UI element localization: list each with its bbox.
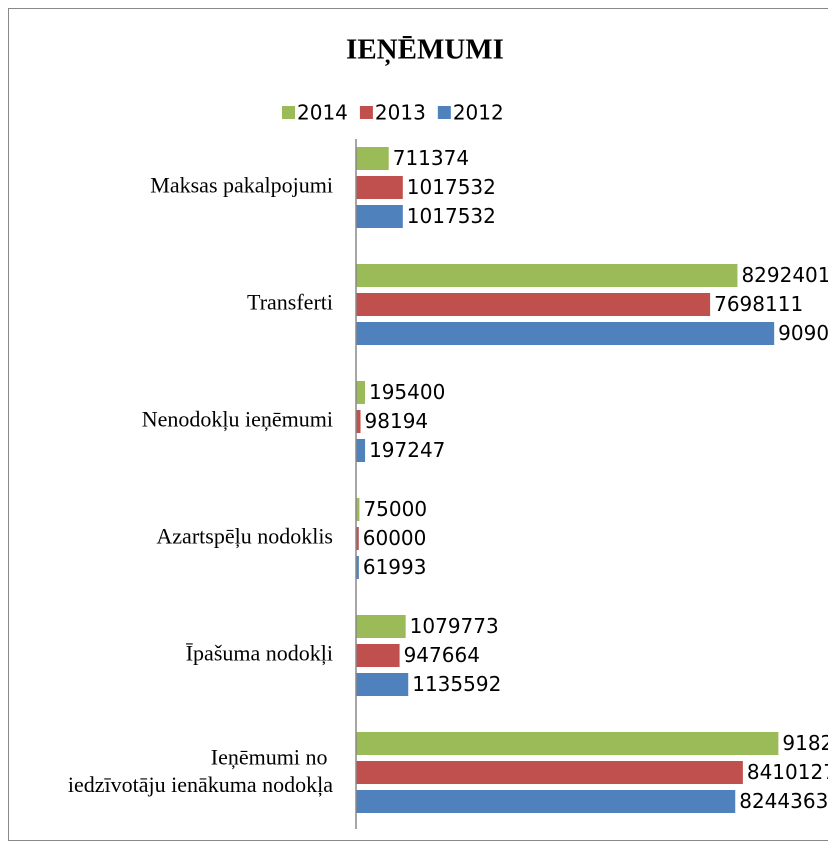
bar xyxy=(356,527,359,550)
bar xyxy=(356,264,738,287)
y-tick-label: Maksas pakalpojumi xyxy=(150,173,333,198)
bar xyxy=(356,322,775,345)
bar xyxy=(356,439,366,462)
bar xyxy=(356,615,406,638)
chart-frame xyxy=(8,8,828,841)
y-tick-label: Ieņēmumi no iedzīvotāju ienākuma nodokļa xyxy=(68,744,333,797)
bar xyxy=(356,556,359,579)
bar xyxy=(356,176,403,199)
value-label: 9182187 xyxy=(782,731,828,755)
bar xyxy=(356,205,403,228)
value-label: 60000 xyxy=(363,526,427,550)
value-label: 195400 xyxy=(369,380,445,404)
value-label: 197247 xyxy=(369,438,445,462)
bar xyxy=(356,761,743,784)
value-label: 7698111 xyxy=(714,292,803,316)
bar xyxy=(356,790,736,813)
chart-title: IEŅĒMUMI xyxy=(346,34,504,67)
value-label: 1135592 xyxy=(412,672,501,696)
bar xyxy=(356,673,409,696)
legend-label: 2012 xyxy=(453,101,504,125)
bar xyxy=(356,732,779,755)
value-label: 98194 xyxy=(365,409,429,433)
y-tick-label: Transferti xyxy=(247,290,333,315)
legend-swatch xyxy=(282,106,295,119)
value-label: 9090690 xyxy=(778,321,828,345)
bar xyxy=(356,644,400,667)
bar xyxy=(356,293,711,316)
value-label: 1079773 xyxy=(410,614,499,638)
value-label: 1017532 xyxy=(407,204,496,228)
value-label: 8410127 xyxy=(747,760,828,784)
y-tick-label: Azartspēļu nodoklis xyxy=(156,524,333,549)
legend-label: 2013 xyxy=(375,101,426,125)
bar xyxy=(356,410,361,433)
value-label: 75000 xyxy=(363,497,427,521)
value-label: 1017532 xyxy=(407,175,496,199)
bar xyxy=(356,381,365,404)
legend-swatch xyxy=(359,106,373,119)
value-label: 8292401 xyxy=(741,263,828,287)
legend-swatch xyxy=(437,106,451,119)
y-tick-label: Īpašuma nodokļi xyxy=(186,641,333,666)
value-label: 947664 xyxy=(404,643,480,667)
value-label: 61993 xyxy=(363,555,427,579)
value-label: 711374 xyxy=(393,146,469,170)
value-label: 8244363 xyxy=(739,789,828,813)
legend-label: 2014 xyxy=(297,101,348,125)
bar xyxy=(356,147,389,170)
y-tick-label: Nenodokļu ieņēmumi xyxy=(142,407,333,432)
bar xyxy=(356,498,360,521)
